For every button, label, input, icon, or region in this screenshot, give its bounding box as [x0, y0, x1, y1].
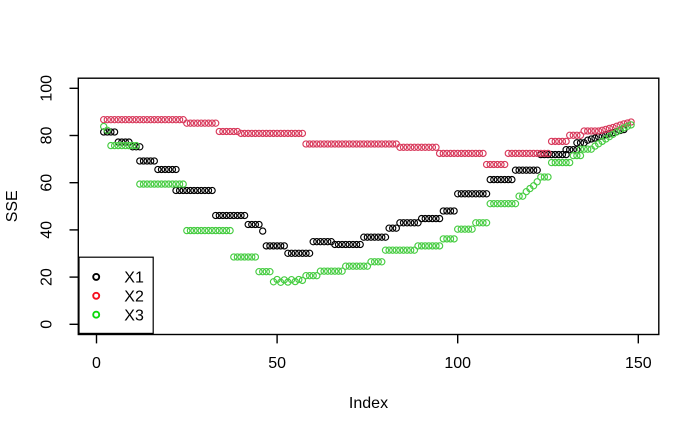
svg-text:80: 80	[39, 127, 56, 145]
svg-text:50: 50	[268, 355, 286, 372]
svg-text:SSE: SSE	[4, 190, 21, 222]
svg-text:60: 60	[39, 174, 56, 192]
svg-text:X3: X3	[124, 307, 144, 324]
svg-text:Index: Index	[349, 395, 388, 412]
svg-text:40: 40	[39, 221, 56, 239]
svg-text:X1: X1	[124, 270, 144, 287]
svg-text:0: 0	[39, 320, 56, 329]
svg-text:100: 100	[39, 75, 56, 102]
svg-text:150: 150	[625, 355, 652, 372]
svg-text:20: 20	[39, 268, 56, 286]
svg-text:X2: X2	[124, 288, 144, 305]
svg-text:100: 100	[444, 355, 471, 372]
svg-text:0: 0	[92, 355, 101, 372]
